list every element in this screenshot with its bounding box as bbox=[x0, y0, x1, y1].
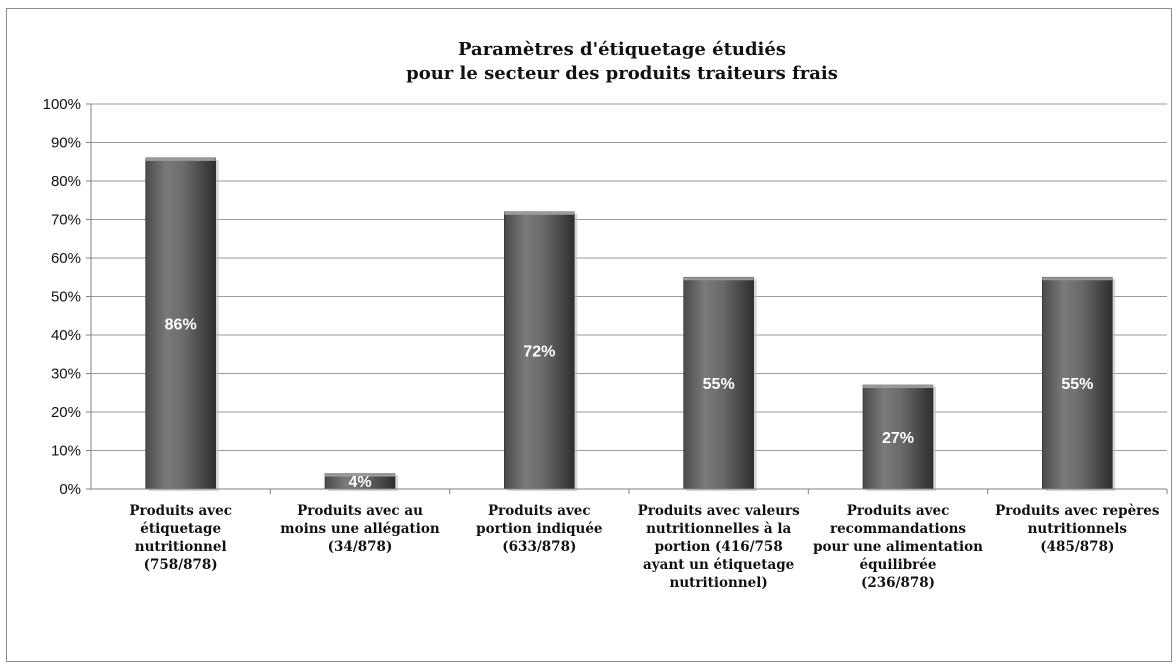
x-category-label-line: pour une alimentation bbox=[813, 539, 983, 555]
y-tick-label: 60% bbox=[51, 250, 81, 267]
gridlines bbox=[86, 103, 1167, 490]
data-label: 55% bbox=[703, 376, 735, 393]
bar bbox=[1042, 276, 1113, 490]
data-label: 55% bbox=[1061, 376, 1093, 393]
x-category-label-line: nutritionnels bbox=[1028, 521, 1128, 537]
x-category-label-line: (485/878) bbox=[1040, 539, 1114, 555]
x-category-label-line: équilibrée bbox=[860, 557, 937, 573]
y-tick-label: 70% bbox=[51, 212, 81, 229]
x-category-label-line: Produits avec repères bbox=[995, 503, 1160, 519]
y-tick-label: 100% bbox=[43, 96, 81, 113]
bars: 86% 4% 72% 55% 27% 55% bbox=[145, 157, 1116, 492]
chart-title-line: pour le secteur des produits traiteurs f… bbox=[406, 63, 838, 84]
bar bbox=[862, 384, 934, 490]
x-axis bbox=[90, 104, 1168, 494]
data-label: 72% bbox=[523, 343, 555, 360]
x-category-label-line: portion indiquée bbox=[476, 521, 602, 537]
chart-title: Paramètres d'étiquetage étudiés pour le s… bbox=[406, 39, 838, 84]
bar bbox=[683, 276, 754, 490]
chart-frame: Paramètres d'étiquetage étudiés pour le s… bbox=[6, 8, 1172, 662]
data-label: 27% bbox=[882, 430, 914, 447]
bar-top bbox=[863, 385, 933, 389]
bar-top bbox=[683, 277, 754, 281]
bar-chart: Paramètres d'étiquetage étudiés pour le s… bbox=[43, 39, 1168, 591]
x-category-label-line: nutritionnel) bbox=[670, 575, 768, 591]
x-category-label-line: Produits avec bbox=[488, 503, 591, 519]
x-category-label-line: nutritionnelles à la bbox=[646, 521, 791, 537]
bar bbox=[145, 157, 216, 490]
data-label: 86% bbox=[165, 316, 197, 333]
x-category-label-line: portion (416/758 bbox=[655, 539, 783, 555]
x-category-label-line: moins une allégation bbox=[280, 521, 440, 537]
x-axis-categories: Produits avec étiquetage nutritionnel (758/… bbox=[129, 503, 1160, 591]
x-category-label-line: Produits avec bbox=[847, 503, 950, 519]
x-category-label-line: (236/878) bbox=[861, 575, 935, 591]
x-category-label-line: étiquetage bbox=[140, 521, 221, 537]
x-category-label-line: (633/878) bbox=[502, 539, 576, 555]
y-axis-ticks: 0% 10% 20% 30% 40% 50% 60% 70% 80% 90% 100% bbox=[43, 96, 81, 498]
y-tick-label: 50% bbox=[51, 289, 81, 306]
x-category-label-line: ayant un étiquetage bbox=[643, 557, 794, 573]
bar-top bbox=[325, 473, 395, 477]
bar-top bbox=[504, 211, 575, 215]
y-tick-label: 90% bbox=[51, 135, 81, 152]
bar-top bbox=[145, 157, 216, 161]
x-category-label-line: Produits avec valeurs bbox=[638, 503, 801, 519]
x-category-label-line: recommandations bbox=[830, 521, 966, 537]
bar bbox=[504, 211, 575, 490]
bar-top bbox=[1042, 277, 1113, 281]
y-tick-label: 40% bbox=[51, 327, 81, 344]
x-category-label-line: Produits avec bbox=[129, 503, 232, 519]
x-category-label-line: (758/878) bbox=[144, 557, 218, 573]
y-tick-label: 30% bbox=[51, 366, 81, 383]
x-category-label-line: Produits avec au bbox=[297, 503, 423, 519]
x-category-label-line: (34/878) bbox=[328, 539, 393, 555]
y-tick-label: 80% bbox=[51, 173, 81, 190]
x-category-label-line: nutritionnel bbox=[135, 539, 227, 555]
y-tick-label: 0% bbox=[59, 481, 81, 498]
data-label: 4% bbox=[348, 474, 371, 491]
chart-title-line: Paramètres d'étiquetage étudiés bbox=[458, 39, 786, 60]
y-tick-label: 20% bbox=[51, 404, 81, 421]
y-tick-label: 10% bbox=[51, 443, 81, 460]
